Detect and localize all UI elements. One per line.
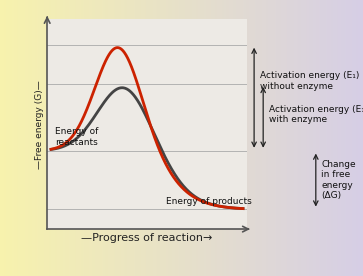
- X-axis label: —Progress of reaction→: —Progress of reaction→: [81, 233, 213, 243]
- Text: Energy of products: Energy of products: [166, 197, 252, 206]
- Text: Energy of
reactants: Energy of reactants: [55, 127, 98, 147]
- Y-axis label: —Free energy (G)—: —Free energy (G)—: [36, 80, 44, 169]
- Text: Change
in free
energy
(ΔG): Change in free energy (ΔG): [321, 160, 356, 200]
- Text: Activation energy (E₁)
without enzyme: Activation energy (E₁) without enzyme: [260, 71, 359, 91]
- Text: Activation energy (E₁)
with enzyme: Activation energy (E₁) with enzyme: [269, 105, 363, 124]
